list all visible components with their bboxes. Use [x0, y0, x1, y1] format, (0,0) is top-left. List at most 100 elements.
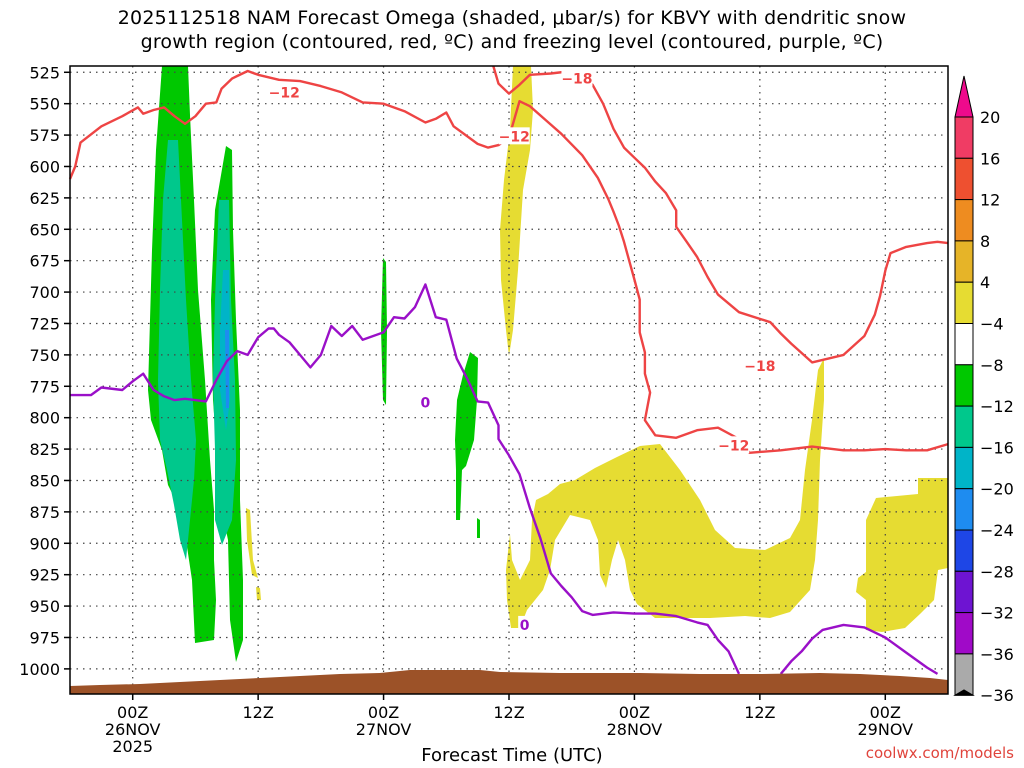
y-tick-label: 1000 — [19, 660, 60, 679]
x-tick-label: 00Z — [870, 703, 901, 722]
y-tick-label: 825 — [29, 440, 60, 459]
x-axis-title: Forecast Time (UTC) — [421, 745, 603, 766]
dgz-contour-label-text: −12 — [269, 85, 300, 101]
y-tick-label: 750 — [29, 346, 60, 365]
y-tick-label: 600 — [29, 157, 60, 176]
colorbar-label: −8 — [980, 356, 1004, 375]
omega-shade-green — [477, 518, 480, 538]
colorbar-bottom-arrow — [953, 689, 975, 696]
colorbar-swatch — [954, 116, 974, 159]
freezing-contour-label: 0 — [418, 393, 432, 412]
freezing-contour-label: 0 — [518, 615, 532, 634]
freezing-contour-label-text: 0 — [421, 396, 431, 412]
x-tick-label: 00Z — [117, 703, 148, 722]
colorbar-swatch — [954, 405, 974, 448]
chart-title: 2025112518 NAM Forecast Omega (shaded, μ… — [0, 6, 1024, 54]
omega-shade-teal — [158, 140, 196, 560]
colorbar-label: −12 — [980, 397, 1014, 416]
y-tick-label: 725 — [29, 314, 60, 333]
freezing-contour-label-bg — [518, 615, 532, 633]
x-tick-label: 27NOV — [356, 720, 412, 739]
contour-dgz_minus18 — [492, 65, 949, 364]
y-tick-label: 925 — [29, 566, 60, 585]
colorbar-label: −28 — [980, 562, 1014, 581]
dgz-contour-label: −18 — [744, 357, 775, 375]
colorbar: 20 16 12 8 4 −4 −8 −12 −16 −20 −24 −28 −32 −36 −36 — [953, 75, 1014, 705]
colorbar-label: 4 — [980, 273, 990, 292]
dgz-contour-label-text: −12 — [499, 129, 530, 145]
colorbar-swatch — [954, 323, 974, 366]
y-tick-label: 850 — [29, 471, 60, 490]
gridlines — [70, 66, 948, 694]
colorbar-swatch — [954, 653, 974, 696]
omega-shade-yellow — [506, 358, 824, 628]
dgz-contour-label-bg — [744, 357, 776, 375]
y-tick-label: 525 — [29, 63, 60, 82]
colorbar-label: −36 — [980, 645, 1014, 664]
contour-freezing_level — [779, 623, 939, 675]
y-tick-label: 950 — [29, 597, 60, 616]
omega-shade-yellow — [856, 478, 948, 632]
x-tick-label: 26NOV — [105, 720, 161, 739]
dgz-contour-label-bg — [498, 127, 530, 145]
y-tick-label: 550 — [29, 95, 60, 114]
colorbar-label: −16 — [980, 438, 1014, 457]
y-tick-label: 800 — [29, 409, 60, 428]
colorbar-label: −20 — [980, 480, 1014, 499]
colorbar-label: −36 — [980, 686, 1014, 705]
y-tick-label: 875 — [29, 503, 60, 522]
chart-title-line-2: growth region (contoured, red, ºC) and f… — [140, 31, 884, 53]
colorbar-label: −32 — [980, 604, 1014, 623]
dgz-contour-label-text: −18 — [744, 359, 775, 375]
x-tick-label: 12Z — [744, 703, 775, 722]
dgz-contour-label: −12 — [269, 83, 300, 101]
dgz-contour-label-bg — [268, 83, 300, 101]
colorbar-label: −4 — [980, 315, 1004, 334]
y-tick-label: 575 — [29, 126, 60, 145]
omega-shade-green — [455, 352, 478, 520]
dgz-contour-label-bg — [561, 69, 593, 87]
x-tick-label: 00Z — [368, 703, 399, 722]
colorbar-swatch — [954, 488, 974, 531]
dgz-contour-label: −12 — [499, 127, 530, 145]
colorbar-swatch — [954, 157, 974, 201]
y-tick-label: 775 — [29, 377, 60, 396]
y-axis: 525 550 575 600 625 650 675 700 725 750 775 800 825 8… — [19, 63, 70, 679]
colorbar-label: 12 — [980, 191, 1000, 210]
freezing-contour-label-bg — [418, 393, 432, 411]
colorbar-swatch — [954, 364, 974, 407]
colorbar-swatch — [954, 281, 974, 325]
dgz-contour-label-text: −12 — [718, 438, 749, 454]
y-tick-label: 900 — [29, 534, 60, 553]
ground-terrain — [70, 670, 948, 694]
colorbar-label: 20 — [980, 108, 1000, 127]
contour-freezing_level — [70, 283, 741, 675]
y-tick-label: 625 — [29, 189, 60, 208]
x-tick-label: 28NOV — [607, 720, 663, 739]
x-tick-label: 12Z — [493, 703, 524, 722]
dgz-contour-label-bg — [718, 436, 750, 454]
colorbar-swatch — [954, 240, 974, 283]
x-tick-label: 29NOV — [857, 720, 913, 739]
colorbar-label: 16 — [980, 149, 1000, 168]
y-tick-label: 700 — [29, 283, 60, 302]
contour-lines — [68, 65, 949, 675]
freezing-contour-label-text: 0 — [520, 618, 530, 634]
dgz-contour-label-text: −18 — [561, 72, 592, 88]
colorbar-top-arrow — [954, 75, 974, 118]
y-tick-label: 650 — [29, 220, 60, 239]
x-tick-label: 2025 — [112, 737, 153, 756]
credit-link[interactable]: coolwx.com/models — [865, 744, 1014, 762]
colorbar-label: −24 — [980, 521, 1014, 540]
y-tick-label: 975 — [29, 628, 60, 647]
y-tick-label: 675 — [29, 252, 60, 271]
contour-labels: −12 −12 −18 −18 −12 0 0 — [269, 69, 775, 634]
omega-shade-blue — [225, 330, 229, 408]
x-tick-label: 12Z — [242, 703, 273, 722]
colorbar-swatch — [954, 529, 974, 572]
chart-title-line-1: 2025112518 NAM Forecast Omega (shaded, μ… — [117, 7, 907, 29]
colorbar-swatch — [954, 612, 974, 655]
omega-shading — [148, 66, 948, 662]
